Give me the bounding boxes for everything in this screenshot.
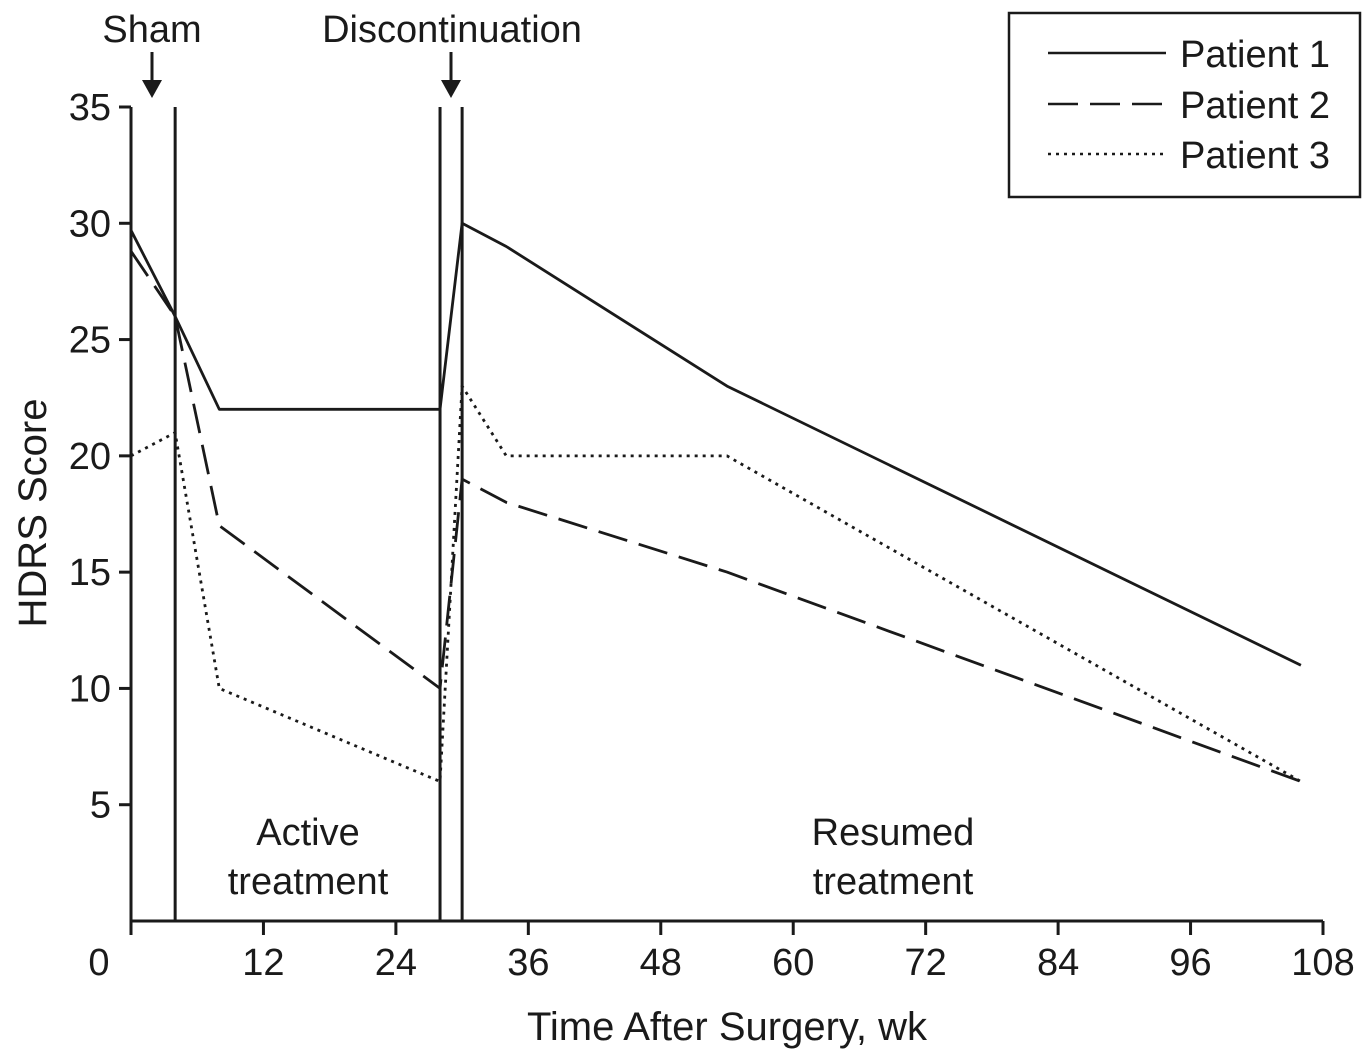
- legend-label-patient-1: Patient 1: [1180, 34, 1330, 76]
- x-tick-label: 72: [905, 942, 947, 984]
- x-tick-label: 48: [640, 942, 682, 984]
- y-tick-label: 35: [69, 87, 111, 129]
- x-axis-label: Time After Surgery, wk: [527, 1005, 928, 1049]
- series-line-patient-2: [131, 251, 1301, 781]
- y-tick-label: 5: [90, 785, 111, 827]
- y-tick-label: 25: [69, 320, 111, 362]
- x-tick-label: 12: [242, 942, 284, 984]
- legend-label-patient-3: Patient 3: [1180, 135, 1330, 177]
- y-tick-label: 15: [69, 552, 111, 594]
- y-tick-label: 30: [69, 203, 111, 245]
- discontinuation-label: Discontinuation: [322, 9, 582, 51]
- x-tick-label: 96: [1169, 942, 1211, 984]
- x-tick-label: 60: [772, 942, 814, 984]
- x-tick-label: 84: [1037, 942, 1079, 984]
- discontinuation-arrow-icon: [441, 52, 461, 98]
- x-tick-label: 0: [88, 942, 109, 984]
- phase-lines: [131, 107, 462, 921]
- x-tick-label: 36: [507, 942, 549, 984]
- sham-arrow-icon: [142, 52, 162, 98]
- x-tick-label: 108: [1291, 942, 1354, 984]
- series-lines: [131, 223, 1301, 781]
- y-tick-label: 20: [69, 436, 111, 478]
- resumed-treatment-label-line2: treatment: [813, 861, 974, 903]
- y-tick-label: 10: [69, 668, 111, 710]
- y-axis-label: HDRS Score: [11, 399, 55, 628]
- resumed-treatment-label-line1: Resumed: [812, 812, 975, 854]
- series-line-patient-3: [131, 386, 1301, 781]
- legend: Patient 1 Patient 2 Patient 3: [1009, 13, 1360, 197]
- active-treatment-label-line1: Active: [256, 812, 359, 854]
- active-treatment-label-line2: treatment: [228, 861, 389, 903]
- sham-label: Sham: [102, 9, 201, 51]
- x-tick-label: 24: [375, 942, 417, 984]
- legend-label-patient-2: Patient 2: [1180, 85, 1330, 127]
- series-line-patient-1: [131, 223, 1301, 665]
